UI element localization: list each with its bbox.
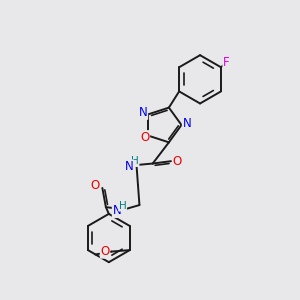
Text: O: O	[100, 245, 109, 258]
Text: F: F	[223, 56, 230, 69]
Text: H: H	[119, 201, 127, 211]
Text: N: N	[139, 106, 148, 119]
Text: N: N	[182, 117, 191, 130]
Text: O: O	[140, 131, 150, 144]
Text: O: O	[173, 155, 182, 168]
Text: O: O	[90, 178, 100, 191]
Text: N: N	[112, 204, 121, 218]
Text: N: N	[125, 160, 134, 173]
Text: H: H	[131, 157, 139, 166]
